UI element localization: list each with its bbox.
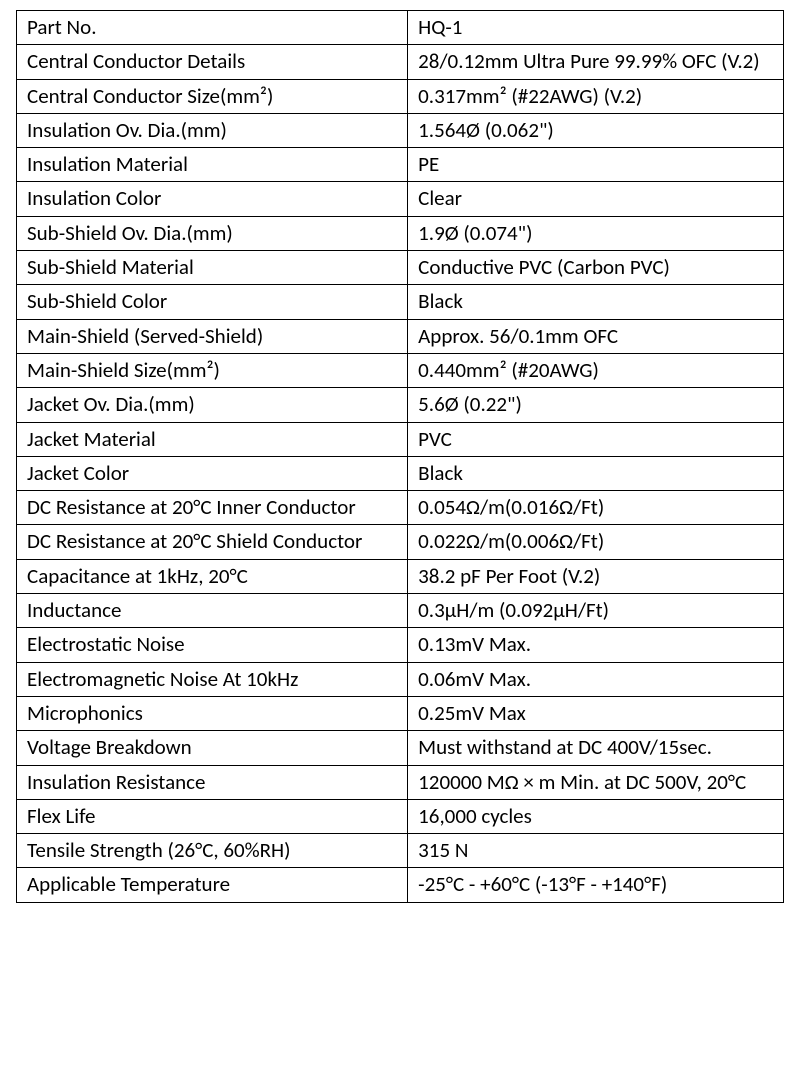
spec-value: PE xyxy=(408,148,784,182)
table-row: Jacket MaterialPVC xyxy=(17,422,784,456)
spec-value: 38.2 pF Per Foot (V.2) xyxy=(408,559,784,593)
spec-label: Electromagnetic Noise At 10kHz xyxy=(17,662,408,696)
spec-value: 16,000 cycles xyxy=(408,799,784,833)
spec-value: 120000 MΩ × m Min. at DC 500V, 20°C xyxy=(408,765,784,799)
spec-value: 0.25mV Max xyxy=(408,696,784,730)
table-row: Sub-Shield Ov. Dia.(mm)1.9Ø (0.074") xyxy=(17,216,784,250)
spec-label: Microphonics xyxy=(17,696,408,730)
spec-value: 0.13mV Max. xyxy=(408,628,784,662)
spec-label: Applicable Temperature xyxy=(17,868,408,902)
table-row: DC Resistance at 20°C Shield Conductor0.… xyxy=(17,525,784,559)
table-row: Central Conductor Size(mm²)0.317mm² (#22… xyxy=(17,79,784,113)
spec-value: Approx. 56/0.1mm OFC xyxy=(408,319,784,353)
spec-label: Sub-Shield Color xyxy=(17,285,408,319)
table-row: DC Resistance at 20°C Inner Conductor0.0… xyxy=(17,491,784,525)
spec-label: Sub-Shield Material xyxy=(17,251,408,285)
table-row: Voltage BreakdownMust withstand at DC 40… xyxy=(17,731,784,765)
spec-label: Sub-Shield Ov. Dia.(mm) xyxy=(17,216,408,250)
spec-value: 0.440mm² (#20AWG) xyxy=(408,353,784,387)
spec-label: Central Conductor Size(mm²) xyxy=(17,79,408,113)
table-row: Jacket ColorBlack xyxy=(17,456,784,490)
spec-value: Black xyxy=(408,456,784,490)
table-row: Microphonics0.25mV Max xyxy=(17,696,784,730)
table-row: Sub-Shield MaterialConductive PVC (Carbo… xyxy=(17,251,784,285)
table-row: Insulation Resistance120000 MΩ × m Min. … xyxy=(17,765,784,799)
spec-label: Inductance xyxy=(17,594,408,628)
spec-label: Main-Shield Size(mm²) xyxy=(17,353,408,387)
table-row: Electrostatic Noise0.13mV Max. xyxy=(17,628,784,662)
spec-value: 0.06mV Max. xyxy=(408,662,784,696)
spec-label: Insulation Ov. Dia.(mm) xyxy=(17,113,408,147)
spec-label: Electrostatic Noise xyxy=(17,628,408,662)
table-row: Insulation Ov. Dia.(mm)1.564Ø (0.062") xyxy=(17,113,784,147)
spec-table-body: Part No.HQ-1Central Conductor Details28/… xyxy=(17,11,784,903)
spec-label: DC Resistance at 20°C Inner Conductor xyxy=(17,491,408,525)
spec-value: 0.3µH/m (0.092µH/Ft) xyxy=(408,594,784,628)
spec-label: Jacket Color xyxy=(17,456,408,490)
spec-label: Jacket Ov. Dia.(mm) xyxy=(17,388,408,422)
spec-value: 315 N xyxy=(408,834,784,868)
spec-label: Capacitance at 1kHz, 20°C xyxy=(17,559,408,593)
spec-table: Part No.HQ-1Central Conductor Details28/… xyxy=(16,10,784,903)
table-row: Tensile Strength (26°C, 60%RH)315 N xyxy=(17,834,784,868)
spec-label: Insulation Color xyxy=(17,182,408,216)
table-row: Main-Shield Size(mm²)0.440mm² (#20AWG) xyxy=(17,353,784,387)
table-row: Insulation MaterialPE xyxy=(17,148,784,182)
spec-label: DC Resistance at 20°C Shield Conductor xyxy=(17,525,408,559)
spec-value: 0.317mm² (#22AWG) (V.2) xyxy=(408,79,784,113)
spec-label: Jacket Material xyxy=(17,422,408,456)
spec-label: Tensile Strength (26°C, 60%RH) xyxy=(17,834,408,868)
spec-value: PVC xyxy=(408,422,784,456)
spec-value: 0.054Ω/m(0.016Ω/Ft) xyxy=(408,491,784,525)
spec-value: Clear xyxy=(408,182,784,216)
spec-label: Main-Shield (Served-Shield) xyxy=(17,319,408,353)
table-row: Insulation ColorClear xyxy=(17,182,784,216)
spec-value: Must withstand at DC 400V/15sec. xyxy=(408,731,784,765)
table-row: Jacket Ov. Dia.(mm)5.6Ø (0.22") xyxy=(17,388,784,422)
spec-value: 5.6Ø (0.22") xyxy=(408,388,784,422)
spec-value: 0.022Ω/m(0.006Ω/Ft) xyxy=(408,525,784,559)
spec-label: Part No. xyxy=(17,11,408,45)
spec-value: 28/0.12mm Ultra Pure 99.99% OFC (V.2) xyxy=(408,45,784,79)
table-row: Sub-Shield ColorBlack xyxy=(17,285,784,319)
spec-label: Insulation Resistance xyxy=(17,765,408,799)
table-row: Inductance0.3µH/m (0.092µH/Ft) xyxy=(17,594,784,628)
spec-value: Conductive PVC (Carbon PVC) xyxy=(408,251,784,285)
table-row: Capacitance at 1kHz, 20°C38.2 pF Per Foo… xyxy=(17,559,784,593)
table-row: Part No.HQ-1 xyxy=(17,11,784,45)
spec-label: Flex Life xyxy=(17,799,408,833)
table-row: Main-Shield (Served-Shield)Approx. 56/0.… xyxy=(17,319,784,353)
table-row: Central Conductor Details28/0.12mm Ultra… xyxy=(17,45,784,79)
table-row: Flex Life16,000 cycles xyxy=(17,799,784,833)
table-row: Electromagnetic Noise At 10kHz0.06mV Max… xyxy=(17,662,784,696)
spec-value: Black xyxy=(408,285,784,319)
spec-value: -25°C - +60°C (-13°F - +140°F) xyxy=(408,868,784,902)
spec-value: 1.9Ø (0.074") xyxy=(408,216,784,250)
spec-label: Insulation Material xyxy=(17,148,408,182)
spec-value: HQ-1 xyxy=(408,11,784,45)
table-row: Applicable Temperature-25°C - +60°C (-13… xyxy=(17,868,784,902)
spec-label: Central Conductor Details xyxy=(17,45,408,79)
spec-value: 1.564Ø (0.062") xyxy=(408,113,784,147)
spec-label: Voltage Breakdown xyxy=(17,731,408,765)
